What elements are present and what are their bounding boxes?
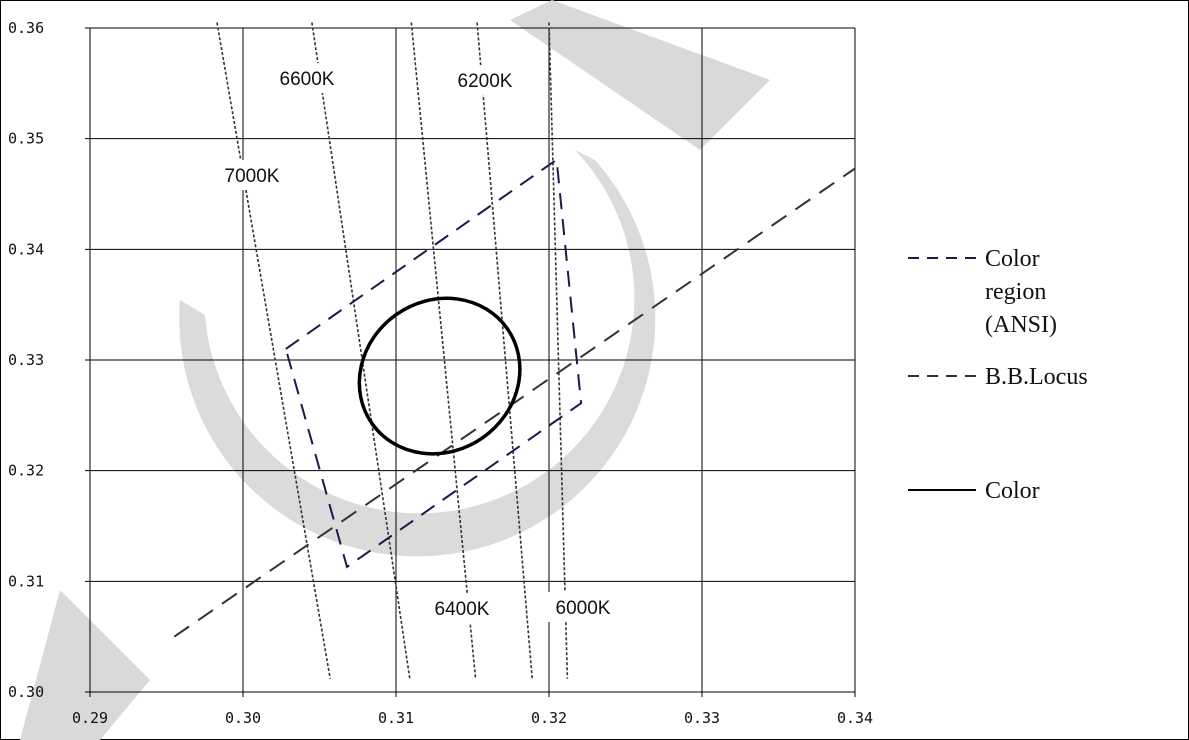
legend-label: Color <box>985 478 1040 504</box>
legend-label: region <box>985 279 1046 305</box>
cct-label-bg <box>447 65 523 95</box>
x-tick-label: 0.34 <box>837 709 873 727</box>
y-tick-label: 0.31 <box>8 572 44 590</box>
grid <box>85 27 856 697</box>
legend-label: Color <box>985 246 1040 272</box>
cct-label: 6600K <box>280 69 335 90</box>
tick-labels: 0.29 0.30 0.31 0.32 0.33 0.34 0.30 0.31 0.32 0.33… <box>8 19 873 727</box>
color-ellipse <box>357 296 522 456</box>
isotemperature-line <box>548 22 569 679</box>
y-tick-label: 0.32 <box>8 462 44 480</box>
y-tick-label: 0.34 <box>8 240 44 258</box>
isotemperature-line <box>216 22 331 679</box>
bb-locus-line <box>173 167 856 638</box>
y-tick-label: 0.30 <box>8 683 44 701</box>
y-tick-label: 0.36 <box>8 19 44 37</box>
x-tick-label: 0.33 <box>684 709 720 727</box>
cct-label: 7000K <box>225 166 280 187</box>
series <box>173 157 856 638</box>
x-tick-label: 0.30 <box>225 709 261 727</box>
cct-labels: 7000K 6600K 6400K 6200K 6000K <box>214 63 621 623</box>
isotemperature-lines <box>216 22 569 679</box>
cct-label-bg <box>424 593 500 623</box>
cct-label: 6400K <box>435 599 490 620</box>
watermark <box>20 0 770 740</box>
x-tick-label: 0.32 <box>531 709 567 727</box>
legend-label: (ANSI) <box>985 312 1057 338</box>
y-tick-label: 0.35 <box>8 130 44 148</box>
x-tick-label: 0.29 <box>72 709 108 727</box>
y-tick-label: 0.33 <box>8 351 44 369</box>
cct-label: 6000K <box>556 598 611 619</box>
cct-label-bg <box>214 160 290 190</box>
cct-label: 6200K <box>458 71 513 92</box>
cct-label-bg <box>269 63 345 93</box>
cct-label-bg <box>545 592 621 622</box>
isotemperature-line <box>311 22 411 679</box>
ansi-color-region <box>284 157 583 569</box>
legend-label: B.B.Locus <box>985 364 1088 390</box>
x-tick-label: 0.31 <box>378 709 414 727</box>
legend: Color region (ANSI) B.B.Locus Color <box>908 246 1088 504</box>
